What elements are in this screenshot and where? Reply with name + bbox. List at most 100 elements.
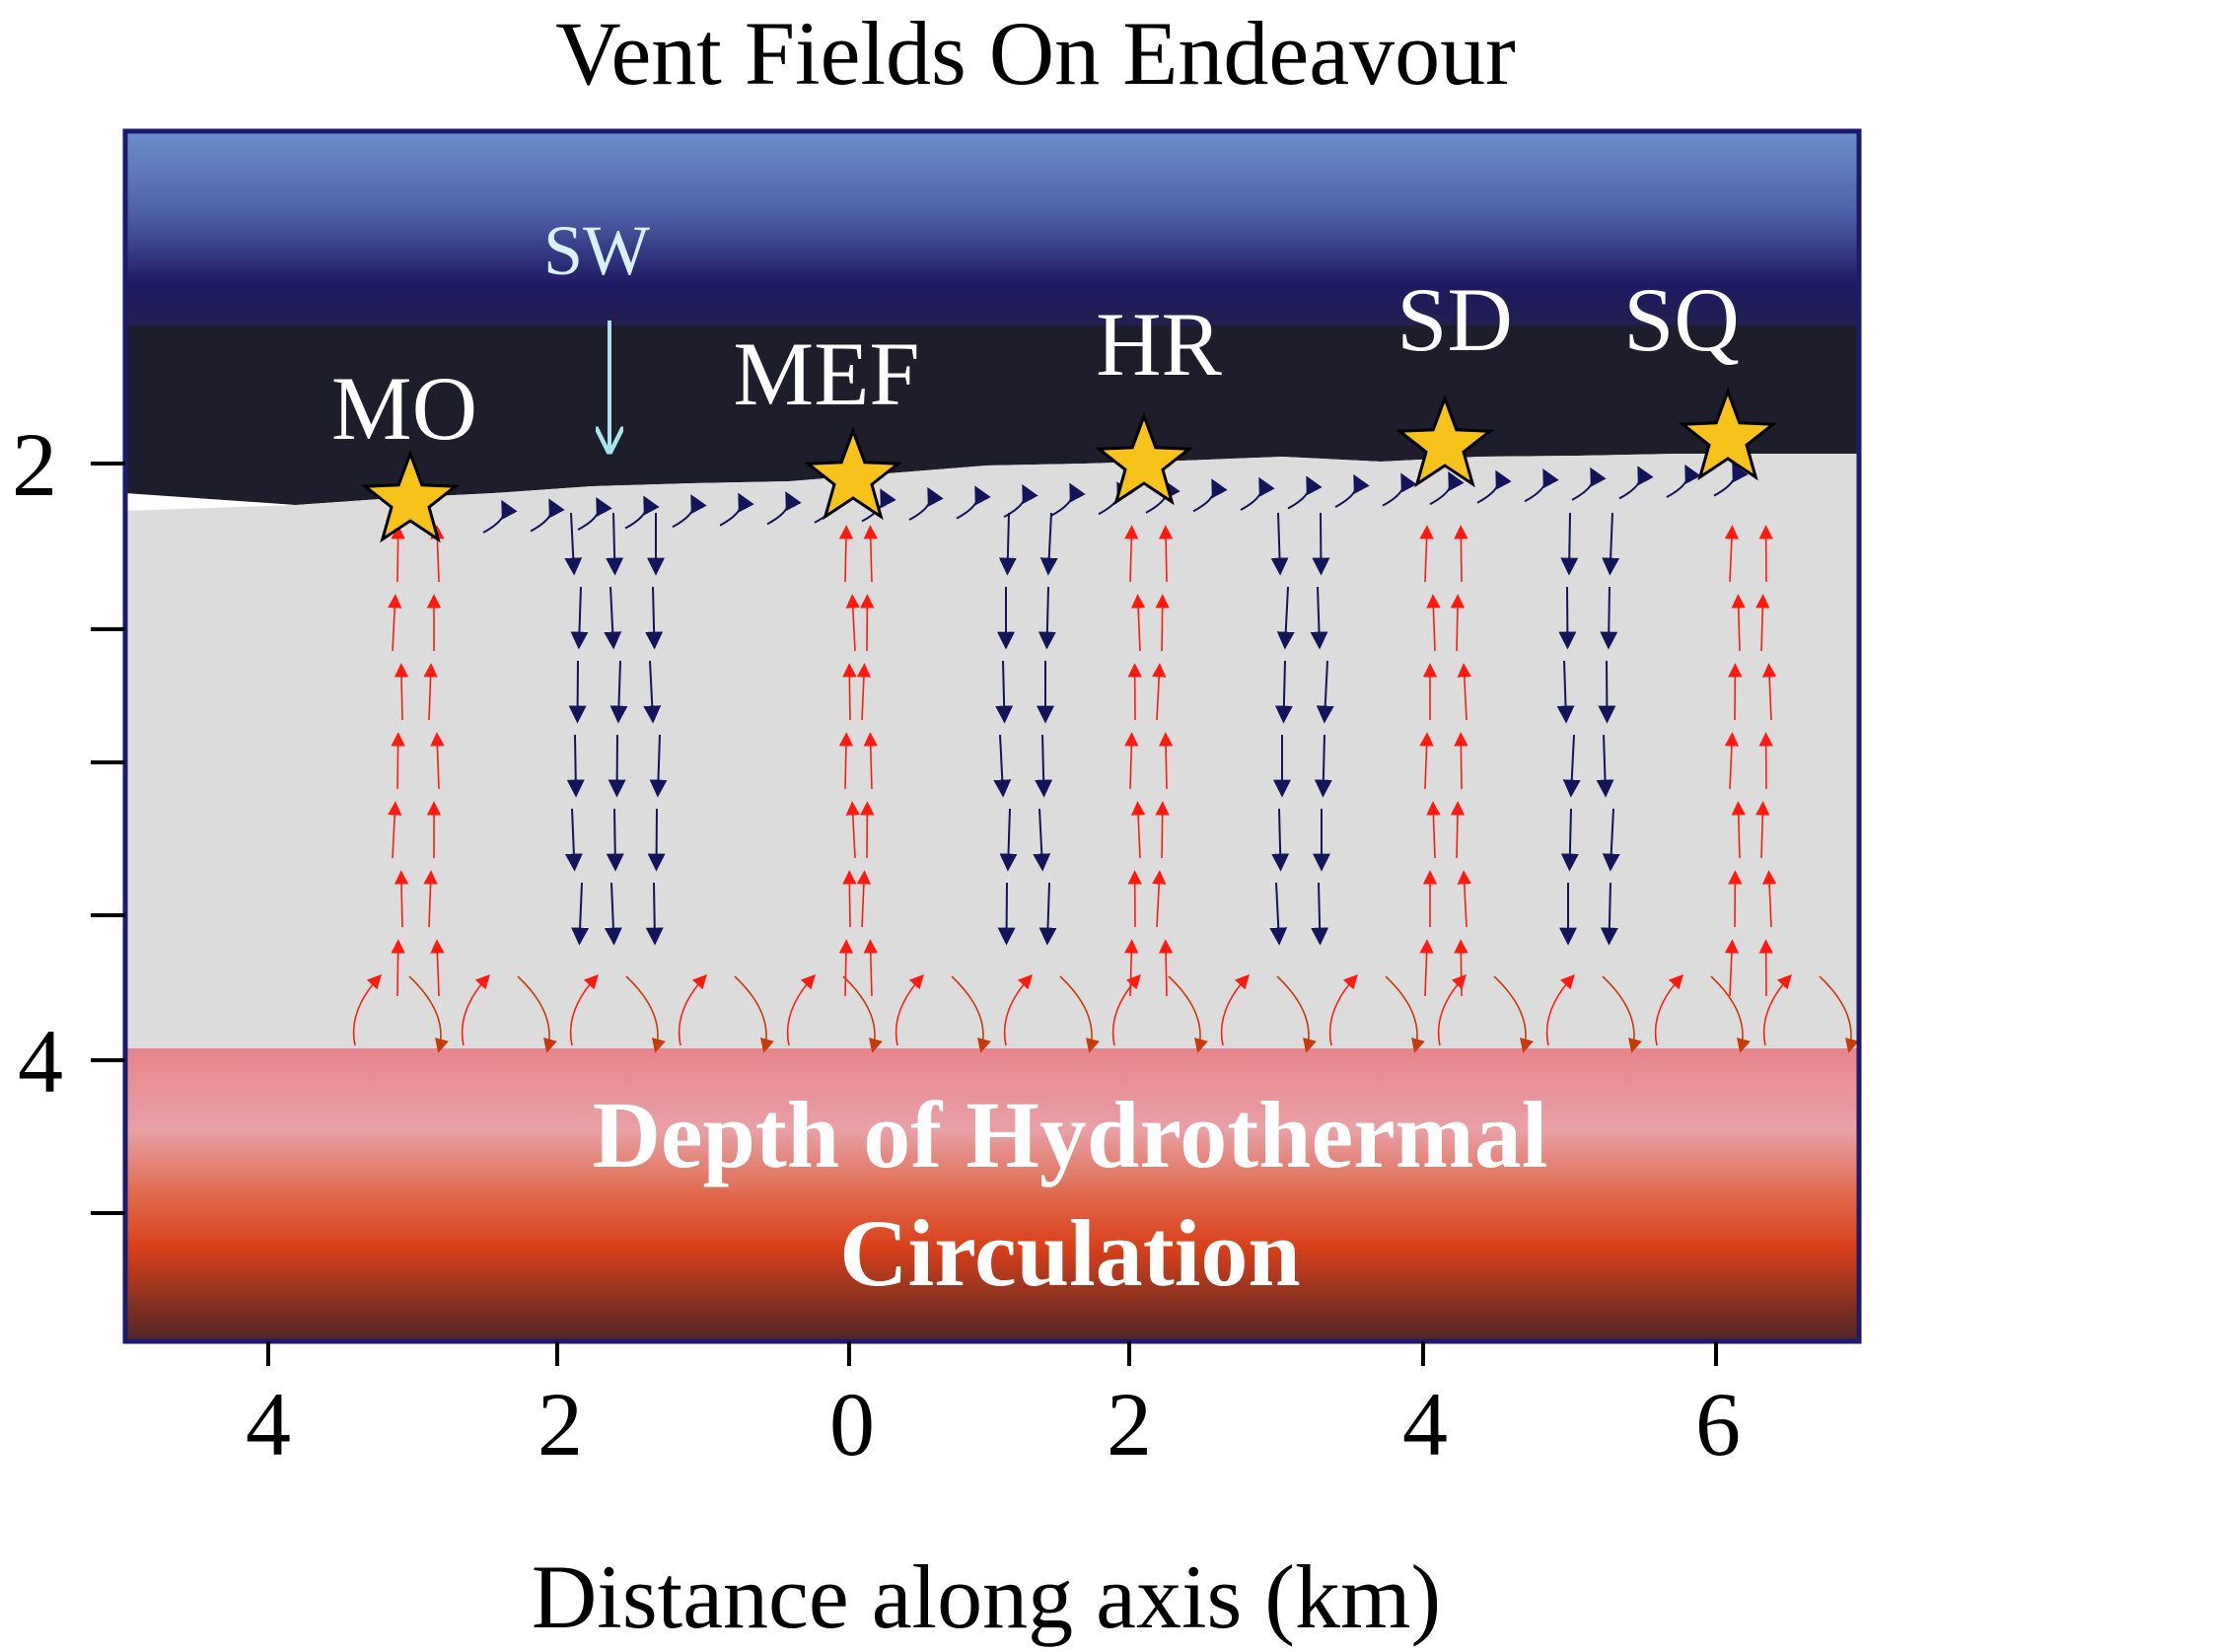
arrow-icon: [352, 973, 382, 1046]
arrow-icon: [1713, 463, 1749, 497]
arrow-icon: [1562, 734, 1581, 798]
arrow-icon: [1152, 663, 1167, 721]
arrow-icon: [1602, 975, 1642, 1053]
arrow-icon: [1328, 973, 1358, 1046]
arrow-icon: [569, 973, 599, 1046]
arrow-icon: [1287, 475, 1323, 510]
arrow-icon: [649, 734, 668, 798]
zone-label-line2: Circulation: [839, 1200, 1301, 1306]
arrow-icon: [570, 586, 589, 650]
arrow-icon: [1476, 469, 1512, 504]
arrow-icon: [1038, 882, 1057, 946]
arrow-icon: [1276, 586, 1295, 650]
arrow-icon: [1437, 973, 1467, 1046]
arrow-icon: [1755, 801, 1770, 859]
arrow-icon: [1454, 525, 1468, 583]
arrow-icon: [1558, 586, 1577, 650]
vent-label-mo: MO: [331, 358, 477, 459]
arrow-icon: [1429, 471, 1465, 506]
arrow-icon: [1003, 973, 1033, 1046]
arrow-icon: [1220, 973, 1250, 1046]
arrow-icon: [1124, 732, 1139, 790]
arrow-icon: [1124, 525, 1139, 583]
arrow-icon: [1731, 801, 1746, 859]
arrow-icon: [951, 975, 991, 1053]
arrow-icon: [624, 495, 660, 530]
arrow-icon: [423, 870, 438, 928]
arrow-icon: [1600, 882, 1618, 946]
arrow-icon: [1310, 586, 1328, 650]
arrow-icon: [1598, 660, 1616, 724]
arrow-icon: [1454, 732, 1468, 790]
arrow-icon: [1155, 594, 1170, 652]
zone-label-line1: Depth of Hydrothermal: [593, 1082, 1548, 1187]
star-icon: [1095, 411, 1193, 506]
arrow-icon: [1450, 801, 1466, 859]
seafloor-band: [125, 325, 1859, 505]
arrow-icon: [388, 801, 402, 859]
x-tick-label: 4: [246, 1374, 291, 1474]
arrow-icon: [842, 663, 857, 721]
arrow-icon: [1271, 808, 1290, 872]
arrow-icon: [1192, 478, 1228, 513]
x-tick-label: 2: [1107, 1374, 1152, 1474]
arrow-icon: [1450, 594, 1466, 652]
star-icon: [1679, 387, 1777, 481]
x-tick-label: 4: [1402, 1374, 1448, 1474]
arrow-icon: [838, 939, 854, 997]
arrow-icon: [1600, 586, 1618, 650]
arrow-icon: [998, 512, 1017, 576]
y-tick-label: 2: [12, 414, 57, 515]
hydrothermal-zone: [125, 1048, 1859, 1341]
arrow-icon: [1419, 525, 1434, 583]
x-axis: 4 2 0 2 4 6 Distance along axis (km): [246, 1341, 1741, 1647]
arrow-icon: [1276, 975, 1317, 1053]
y-tick-label: 4: [18, 1011, 63, 1112]
arrow-icon: [766, 491, 802, 526]
arrow-icon: [842, 870, 857, 928]
arrow-icon: [461, 973, 490, 1046]
arrow-icon: [394, 663, 409, 721]
plot-area: [122, 128, 1862, 1344]
arrow-icon: [1419, 939, 1434, 997]
arrow-icon: [1270, 512, 1289, 576]
arrow-icon: [1155, 801, 1170, 859]
arrow-icon: [564, 512, 583, 576]
arrow-icon: [482, 499, 518, 534]
vent-label-sd: SD: [1396, 269, 1513, 370]
arrow-icon: [956, 485, 991, 520]
arrow-icon: [1269, 882, 1288, 946]
arrow-icon: [1724, 732, 1740, 790]
crust-layer: [125, 454, 1859, 1050]
vent-label-hr: HR: [1096, 294, 1222, 395]
arrow-icon: [1419, 732, 1434, 790]
arrow-icon: [1111, 973, 1141, 1046]
arrow-icon: [838, 732, 854, 790]
arrow-icon: [577, 496, 612, 532]
arrow-icon: [1385, 975, 1425, 1053]
arrow-icon: [997, 882, 1016, 946]
sw-label: SW: [543, 211, 650, 290]
vent-label-sq: SQ: [1623, 269, 1740, 370]
arrow-icon: [842, 975, 883, 1053]
arrow-icon: [1710, 975, 1751, 1053]
arrow-icon: [391, 732, 405, 790]
arrow-icon: [1762, 973, 1792, 1046]
arrow-icon: [1158, 732, 1174, 790]
arrow-icon: [1560, 808, 1579, 872]
vent-label-mef: MEF: [733, 323, 919, 424]
arrow-icon: [1152, 870, 1167, 928]
arrow-icon: [1038, 586, 1056, 650]
arrow-icon: [430, 939, 445, 997]
arrow-icon: [1571, 467, 1607, 501]
arrow-icon: [1524, 468, 1559, 503]
arrow-icon: [1493, 975, 1534, 1053]
arrow-icon: [719, 492, 754, 527]
arrow-icon: [786, 973, 816, 1046]
arrow-icon: [645, 882, 664, 946]
arrow-icon: [566, 734, 585, 798]
arrow-icon: [1761, 870, 1777, 928]
arrow-icon: [604, 882, 622, 946]
arrow-icon: [845, 594, 860, 652]
plot-frame: [122, 128, 1862, 1344]
